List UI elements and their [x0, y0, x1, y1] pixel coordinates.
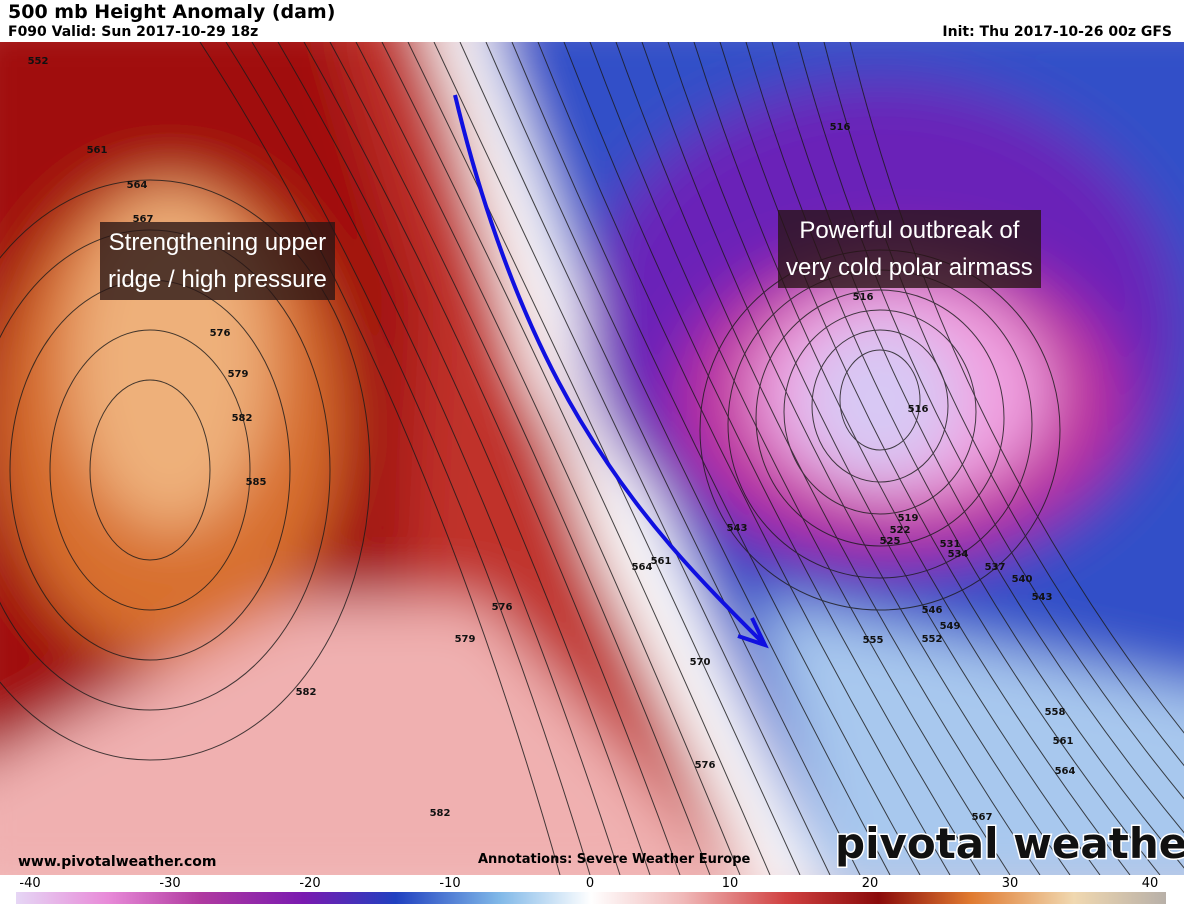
- contour-line: [745, 42, 1184, 869]
- contour-line: [693, 42, 1131, 875]
- contour-label: 555: [863, 635, 884, 646]
- contour-label: 534: [948, 549, 969, 560]
- contour-label: 582: [232, 413, 253, 424]
- annotation: Strengthening upper ridge / high pressur…: [100, 222, 335, 300]
- contour-line: [199, 42, 561, 875]
- credit: Annotations: Severe Weather Europe: [478, 852, 751, 867]
- contour-line: [849, 42, 1184, 734]
- contour-line: [589, 42, 1011, 875]
- arrow-head: [737, 617, 769, 649]
- init-time: Init: Thu 2017-10-26 00z GFS: [942, 24, 1172, 40]
- contour-label: 519: [898, 513, 919, 524]
- title: 500 mb Height Anomaly (dam): [8, 1, 336, 23]
- contour-label: 576: [695, 760, 716, 771]
- contour-label: 576: [492, 602, 513, 613]
- colorbar-tick-label: 20: [862, 876, 879, 891]
- contour-label: 522: [890, 525, 911, 536]
- contour-label: 567: [972, 812, 993, 823]
- contour-line: [251, 42, 621, 875]
- contour-line: [329, 42, 711, 875]
- logo: pivotal weather: [835, 819, 1184, 868]
- contour-label: 561: [87, 145, 108, 156]
- valid-time: F090 Valid: Sun 2017-10-29 18z: [8, 24, 259, 40]
- contour-line: [811, 329, 949, 483]
- contour-label: 585: [246, 477, 267, 488]
- contour-line: [303, 42, 681, 875]
- contour-line: [755, 289, 1005, 547]
- contour-line: [225, 42, 591, 875]
- annotation-line: ridge / high pressure: [108, 266, 327, 293]
- contour-label: 540: [1012, 574, 1033, 585]
- contour-line: [277, 42, 651, 875]
- contour-label: 531: [940, 539, 961, 550]
- contour-line: [381, 42, 771, 875]
- contour-line: [797, 42, 1184, 800]
- contour-line: [511, 42, 921, 875]
- contour-line: [407, 42, 801, 875]
- website: www.pivotalweather.com: [18, 854, 217, 870]
- contour-line: [563, 42, 981, 875]
- contour-label: 516: [908, 404, 929, 415]
- colorbar-tick-label: 10: [722, 876, 739, 891]
- annotation-line: very cold polar airmass: [786, 254, 1033, 281]
- contour-label: 516: [853, 292, 874, 303]
- contour-line: [355, 42, 741, 875]
- contour-label: 564: [1055, 766, 1076, 777]
- contour-line: [459, 42, 861, 875]
- annotation-line: Strengthening upper: [108, 229, 327, 256]
- contour-line: [537, 42, 951, 875]
- contour-label: 552: [922, 634, 943, 645]
- contour-line: [0, 179, 371, 761]
- contour-label: 552: [28, 56, 49, 67]
- arrow: [453, 94, 767, 647]
- contour-label: 546: [922, 605, 943, 616]
- contour-label: 567: [133, 214, 154, 225]
- contour-line: [433, 42, 831, 875]
- contour-line: [839, 349, 921, 451]
- contour-label: 576: [210, 328, 231, 339]
- contour-label: 543: [1032, 592, 1053, 603]
- contour-line: [641, 42, 1071, 875]
- contour-label: 558: [1045, 707, 1066, 718]
- contour-line: [783, 309, 977, 515]
- contour-label: 516: [830, 122, 851, 133]
- contour-line: [615, 42, 1041, 875]
- contour-label: 582: [430, 808, 451, 819]
- colorbar-tick-label: 0: [586, 876, 594, 891]
- contour-line: [485, 42, 891, 875]
- colorbar: [16, 892, 1166, 904]
- contour-line: [667, 42, 1101, 875]
- contour-label: 561: [651, 556, 672, 567]
- contour-label: 579: [228, 369, 249, 380]
- contour-label: 582: [296, 687, 317, 698]
- colorbar-tick-label: 30: [1002, 876, 1019, 891]
- contour-label: 543: [727, 523, 748, 534]
- contour-line: [771, 42, 1184, 834]
- colorbar-tick-label: -30: [159, 876, 180, 891]
- annotation: Powerful outbreak of very cold polar air…: [778, 210, 1041, 288]
- contour-label: 525: [880, 536, 901, 547]
- contour-line: [89, 379, 211, 561]
- contour-label: 549: [940, 621, 961, 632]
- contour-line: [49, 329, 251, 611]
- contour-label: 561: [1053, 736, 1074, 747]
- colorbar-tick-label: -40: [19, 876, 40, 891]
- contour-label: 564: [632, 562, 653, 573]
- contour-label: 537: [985, 562, 1006, 573]
- colorbar-tick-label: -20: [299, 876, 320, 891]
- annotation-line: Powerful outbreak of: [799, 217, 1020, 244]
- colorbar-tick-label: 40: [1142, 876, 1159, 891]
- contour-label: 564: [127, 180, 148, 191]
- contour-line: [823, 42, 1184, 767]
- contour-label: 579: [455, 634, 476, 645]
- contour-label: 570: [690, 657, 711, 668]
- colorbar-tick-label: -10: [439, 876, 460, 891]
